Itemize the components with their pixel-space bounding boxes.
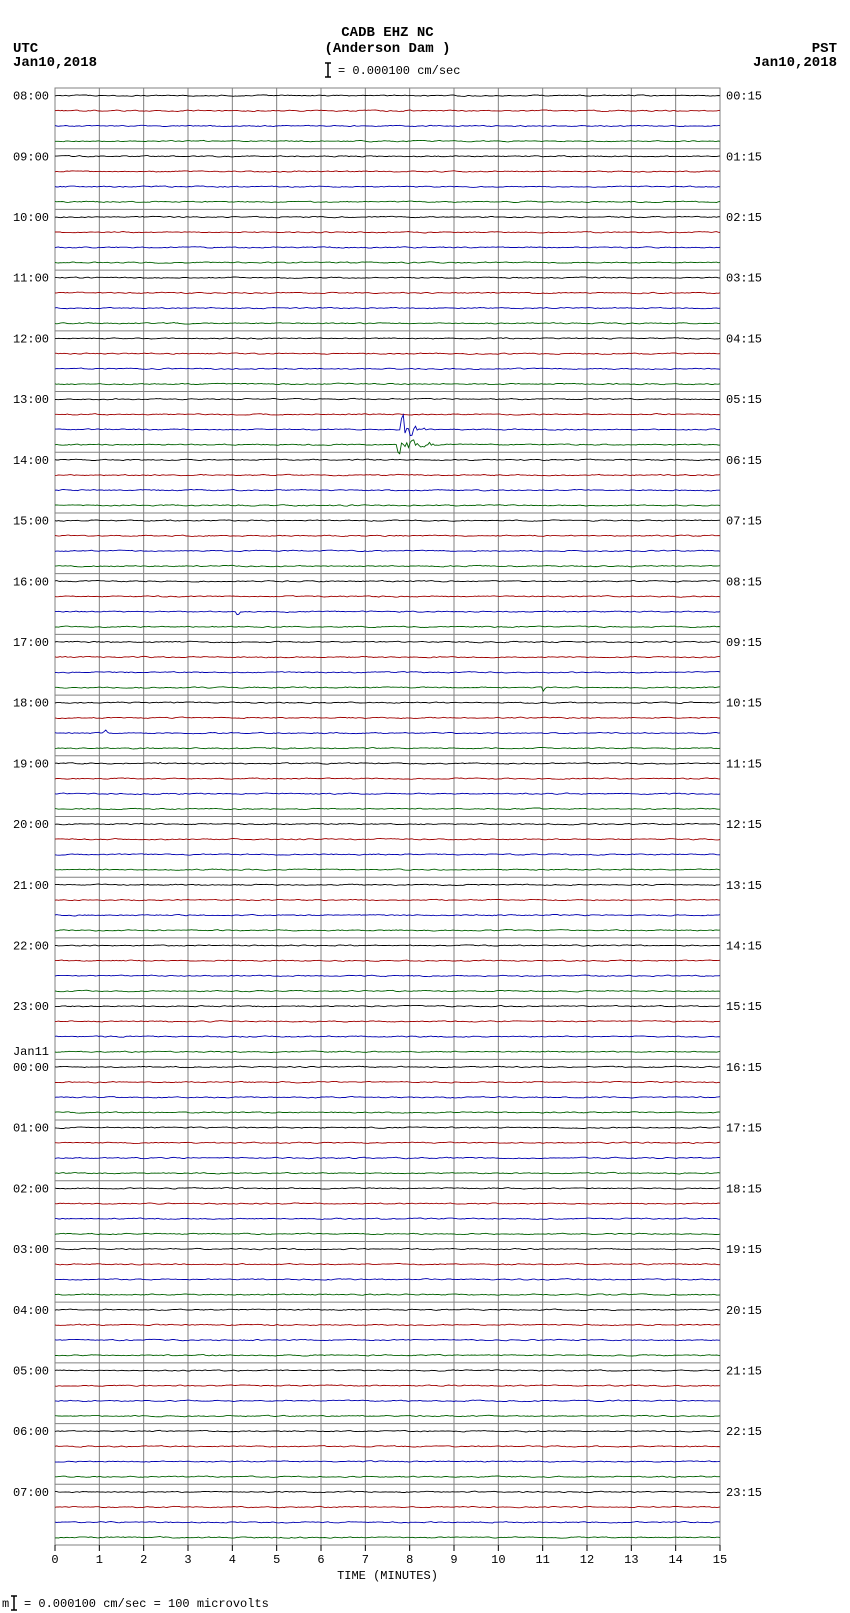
svg-text:17:15: 17:15 [726,1122,762,1136]
svg-text:= 0.000100 cm/sec = 100 mic: = 0.000100 cm/sec = 100 microvolts [24,1597,269,1611]
svg-text:11: 11 [535,1553,549,1567]
svg-text:Jan10,2018: Jan10,2018 [13,55,97,71]
svg-text:01:00: 01:00 [13,1122,49,1136]
svg-text:09:00: 09:00 [13,150,49,164]
svg-text:9: 9 [450,1553,457,1567]
svg-text:19:15: 19:15 [726,1243,762,1257]
svg-text:07:00: 07:00 [13,1486,49,1500]
svg-text:21:15: 21:15 [726,1364,762,1378]
svg-text:3: 3 [184,1553,191,1567]
svg-text:= 0.000100 cm/sec: = 0.000100 cm/sec [338,64,460,78]
svg-text:07:15: 07:15 [726,515,762,529]
svg-text:7: 7 [362,1553,369,1567]
svg-text:18:00: 18:00 [13,697,49,711]
svg-text:04:15: 04:15 [726,332,762,346]
svg-text:10:15: 10:15 [726,697,762,711]
seismogram-chart: UTCJan10,2018CADB EHZ NC(Anderson Dam )=… [0,0,850,1613]
svg-text:13: 13 [624,1553,638,1567]
svg-text:15:00: 15:00 [13,515,49,529]
svg-text:Jan10,2018: Jan10,2018 [753,55,837,71]
svg-text:8: 8 [406,1553,413,1567]
svg-text:06:00: 06:00 [13,1425,49,1439]
svg-text:12:15: 12:15 [726,818,762,832]
svg-text:TIME (MINUTES): TIME (MINUTES) [337,1569,438,1583]
svg-text:08:15: 08:15 [726,575,762,589]
footer: = 0.000100 cm/sec = 100 microvolts m [2,1596,269,1611]
svg-text:12: 12 [580,1553,594,1567]
svg-text:09:15: 09:15 [726,636,762,650]
svg-text:00:15: 00:15 [726,90,762,104]
svg-text:13:00: 13:00 [13,393,49,407]
svg-text:11:15: 11:15 [726,757,762,771]
svg-text:CADB EHZ NC: CADB EHZ NC [341,25,434,41]
svg-text:10:00: 10:00 [13,211,49,225]
svg-text:20:00: 20:00 [13,818,49,832]
svg-text:5: 5 [273,1553,280,1567]
svg-text:11:00: 11:00 [13,272,49,286]
svg-text:03:15: 03:15 [726,272,762,286]
svg-text:6: 6 [317,1553,324,1567]
svg-text:00:00: 00:00 [13,1061,49,1075]
svg-text:14:15: 14:15 [726,940,762,954]
svg-text:06:15: 06:15 [726,454,762,468]
svg-text:21:00: 21:00 [13,879,49,893]
svg-text:15: 15 [713,1553,727,1567]
svg-text:16:00: 16:00 [13,575,49,589]
svg-text:17:00: 17:00 [13,636,49,650]
svg-text:m: m [2,1597,9,1611]
svg-text:14: 14 [668,1553,682,1567]
svg-text:2: 2 [140,1553,147,1567]
svg-text:12:00: 12:00 [13,332,49,346]
svg-text:01:15: 01:15 [726,150,762,164]
svg-text:4: 4 [229,1553,236,1567]
svg-text:04:00: 04:00 [13,1304,49,1318]
svg-text:Jan11: Jan11 [13,1045,49,1059]
svg-text:18:15: 18:15 [726,1182,762,1196]
svg-text:22:00: 22:00 [13,940,49,954]
svg-text:16:15: 16:15 [726,1061,762,1075]
svg-text:03:00: 03:00 [13,1243,49,1257]
svg-text:14:00: 14:00 [13,454,49,468]
svg-text:05:15: 05:15 [726,393,762,407]
svg-text:08:00: 08:00 [13,90,49,104]
svg-text:1: 1 [96,1553,103,1567]
svg-text:13:15: 13:15 [726,879,762,893]
svg-text:23:00: 23:00 [13,1000,49,1014]
svg-text:22:15: 22:15 [726,1425,762,1439]
svg-text:15:15: 15:15 [726,1000,762,1014]
svg-text:0: 0 [51,1553,58,1567]
svg-text:23:15: 23:15 [726,1486,762,1500]
svg-text:10: 10 [491,1553,505,1567]
svg-text:02:15: 02:15 [726,211,762,225]
svg-text:02:00: 02:00 [13,1182,49,1196]
svg-text:05:00: 05:00 [13,1364,49,1378]
svg-text:20:15: 20:15 [726,1304,762,1318]
svg-text:19:00: 19:00 [13,757,49,771]
svg-text:(Anderson Dam ): (Anderson Dam ) [324,41,450,57]
